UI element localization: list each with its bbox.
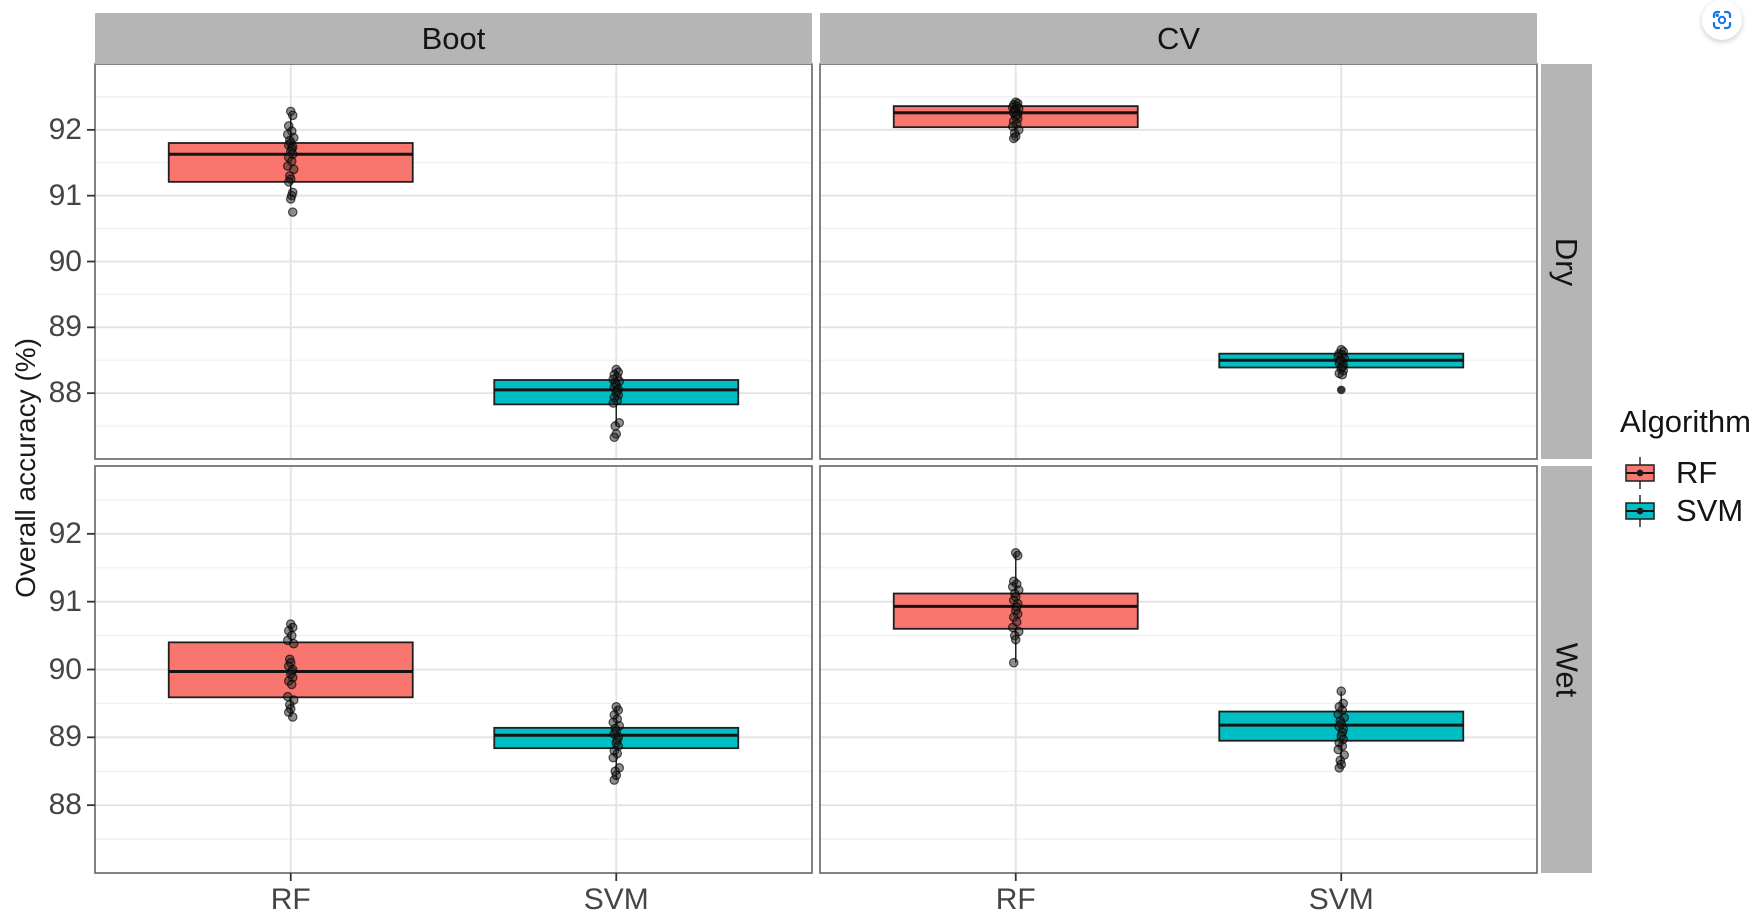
y-tick-label: 90 [48, 244, 82, 278]
facet-strip-wet-label: Wet [1549, 642, 1585, 697]
facet-strip-boot-label: Boot [421, 20, 486, 56]
y-tick-label: 90 [48, 652, 82, 686]
legend-entry-rf: RF [1620, 454, 1751, 492]
x-tick-label-rf: RF [995, 883, 1036, 916]
facet-strip-dry-label: Dry [1549, 237, 1585, 286]
legend-label-svm: SVM [1676, 493, 1744, 528]
svm-boxplot-key-icon [1625, 495, 1655, 527]
y-tick-label: 91 [48, 178, 82, 212]
y-tick-label: 88 [48, 376, 82, 410]
rf-boxplot-key-icon [1625, 457, 1655, 489]
y-tick-label: 92 [48, 516, 82, 550]
capture-viewfinder-icon [1712, 10, 1732, 30]
legend-label-rf: RF [1676, 455, 1718, 490]
x-tick-label-svm: SVM [583, 883, 649, 916]
facet-strip-cv-label: CV [1156, 20, 1201, 56]
y-tick-label: 88 [48, 788, 82, 822]
y-tick-label: 92 [48, 112, 82, 146]
legend-entry-svm: SVM [1620, 492, 1751, 530]
legend-title: Algorithm [1620, 404, 1751, 439]
x-tick-label-svm: SVM [1308, 883, 1374, 916]
y-tick-label: 89 [48, 310, 82, 344]
legend: Algorithm RF SVM [1620, 404, 1751, 530]
facet-strip-dry: Dry [1541, 64, 1592, 459]
facet-strip-wet: Wet [1541, 466, 1592, 873]
y-tick-label: 91 [48, 584, 82, 618]
facet-strip-boot: Boot [95, 13, 812, 64]
x-tick-label-rf: RF [270, 883, 311, 916]
facet-strip-cv: CV [820, 13, 1537, 64]
y-tick-label: 89 [48, 720, 82, 754]
screen-capture-button[interactable] [1702, 0, 1742, 40]
